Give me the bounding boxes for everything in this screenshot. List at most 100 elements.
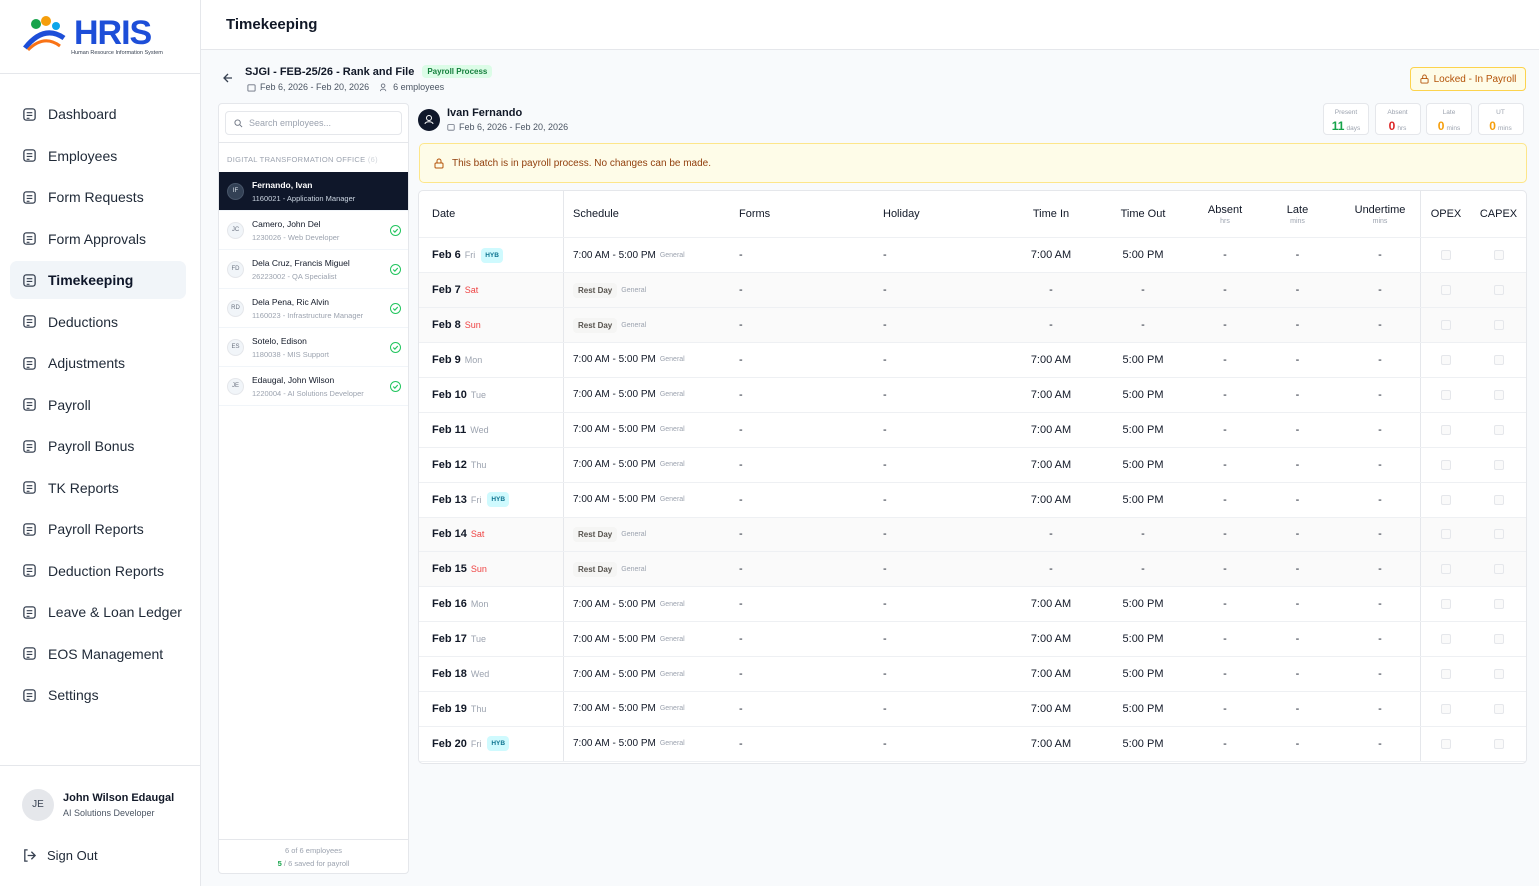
nav-label[interactable]: Form Requests bbox=[48, 189, 144, 205]
checkbox[interactable] bbox=[1441, 599, 1451, 609]
holiday-cell: - bbox=[883, 493, 887, 506]
table-row: Feb 20 Fri HYB 7:00 AM - 5:00 PM General - -7:… bbox=[419, 726, 1526, 762]
search-input[interactable]: Search employees... bbox=[225, 111, 402, 135]
checkbox[interactable] bbox=[1493, 389, 1504, 400]
checkbox[interactable] bbox=[1493, 703, 1504, 714]
nav-item[interactable]: Leave & Loan Ledger bbox=[10, 593, 186, 631]
nav-item[interactable]: TK Reports bbox=[10, 469, 186, 507]
checkbox[interactable] bbox=[1493, 459, 1504, 470]
checkbox[interactable] bbox=[1441, 634, 1451, 644]
nav-item[interactable]: Settings bbox=[10, 676, 186, 714]
weekday: Thu bbox=[470, 703, 487, 714]
checkbox[interactable] bbox=[1493, 320, 1504, 330]
late-cell: - bbox=[1295, 702, 1300, 715]
nav-item[interactable]: Adjustments bbox=[10, 344, 186, 382]
checkbox[interactable] bbox=[1441, 320, 1451, 330]
time-in-cell: 7:00 AM bbox=[1030, 702, 1072, 715]
check-icon bbox=[392, 228, 399, 233]
checkbox[interactable] bbox=[1441, 389, 1451, 400]
capex-cell bbox=[1471, 552, 1526, 586]
nav-item[interactable]: Deductions bbox=[10, 303, 186, 341]
employee-name: Sotelo, Edison bbox=[252, 336, 307, 346]
weekday: Fri bbox=[470, 494, 482, 505]
capex-cell bbox=[1471, 692, 1526, 726]
late-cell: - bbox=[1295, 423, 1300, 436]
nav-item[interactable]: Payroll Reports bbox=[10, 510, 186, 548]
nav-item[interactable]: Employees bbox=[10, 137, 186, 175]
checkbox[interactable] bbox=[1441, 250, 1451, 260]
checkbox[interactable] bbox=[1441, 669, 1451, 679]
schedule-type: General bbox=[621, 530, 647, 538]
checkbox[interactable] bbox=[1493, 564, 1504, 574]
checkbox[interactable] bbox=[1441, 354, 1451, 365]
checkbox[interactable] bbox=[1493, 285, 1504, 295]
nav-label[interactable]: Dashboard bbox=[48, 106, 117, 122]
time-in-cell: 7:00 AM bbox=[1030, 353, 1072, 366]
checkbox[interactable] bbox=[1493, 634, 1504, 644]
nav-item[interactable]: Dashboard bbox=[10, 95, 186, 133]
checkbox[interactable] bbox=[1441, 285, 1451, 295]
nav-label[interactable]: Form Approvals bbox=[48, 230, 147, 247]
checkbox[interactable] bbox=[1493, 250, 1504, 260]
absent-cell: - bbox=[1223, 493, 1227, 506]
nav-label[interactable]: Payroll Bonus bbox=[48, 438, 135, 454]
nav-label[interactable]: TK Reports bbox=[48, 479, 119, 496]
checkbox[interactable] bbox=[1441, 459, 1451, 470]
opex-cell bbox=[1420, 622, 1471, 656]
nav-icon bbox=[23, 688, 36, 702]
undertime-cell: - bbox=[1378, 633, 1382, 645]
nav-item[interactable]: Timekeeping bbox=[10, 261, 186, 299]
employee-item[interactable]: IF Fernando, Ivan 1160021 - Application Ma… bbox=[219, 172, 408, 211]
sign-out[interactable]: Sign Out bbox=[22, 848, 98, 863]
nav-item[interactable]: Form Approvals bbox=[10, 220, 186, 258]
checkbox[interactable] bbox=[1441, 564, 1451, 574]
tag: HYB bbox=[481, 247, 503, 263]
nav-label[interactable]: EOS Management bbox=[48, 645, 164, 662]
saved-icon bbox=[390, 225, 401, 236]
employee-item[interactable]: JC Camero, John Del 1230026 - Web Develope… bbox=[219, 211, 408, 250]
search-icon bbox=[234, 118, 243, 127]
nav-item[interactable]: Payroll Bonus bbox=[10, 427, 186, 465]
checkbox[interactable] bbox=[1493, 494, 1504, 505]
nav-item[interactable]: Payroll bbox=[10, 386, 186, 424]
checkbox[interactable] bbox=[1493, 529, 1504, 540]
employee-item[interactable]: RD Dela Pena, Ric Alvin 1160023 - Infrastr… bbox=[219, 289, 408, 328]
employee-item[interactable]: JE Edaugal, John Wilson 1220004 - AI Solut… bbox=[219, 367, 408, 406]
column-label: Schedule bbox=[573, 208, 619, 220]
checkbox[interactable] bbox=[1493, 354, 1504, 365]
nav-item[interactable]: Form Requests bbox=[10, 178, 186, 216]
nav-label[interactable]: Adjustments bbox=[48, 355, 126, 371]
nav-label[interactable]: Leave & Loan Ledger bbox=[48, 604, 182, 620]
checkbox[interactable] bbox=[1493, 599, 1504, 609]
back-button[interactable] bbox=[222, 72, 234, 84]
employee-item[interactable]: FD Dela Cruz, Francis Miguel 26223002 - QA… bbox=[219, 250, 408, 289]
undertime-cell: - bbox=[1378, 423, 1382, 436]
sign-out-label[interactable]: Sign Out bbox=[47, 848, 98, 863]
checkbox[interactable] bbox=[1441, 738, 1451, 749]
date: Feb 17 bbox=[432, 633, 467, 645]
checkbox[interactable] bbox=[1441, 494, 1451, 505]
schedule-type: General bbox=[659, 635, 685, 643]
checkbox[interactable] bbox=[1441, 529, 1451, 540]
nav-label[interactable]: Employees bbox=[48, 147, 118, 164]
nav-label[interactable]: Timekeeping bbox=[48, 272, 134, 288]
column-header: Absent hrs bbox=[1195, 191, 1255, 237]
checkbox[interactable] bbox=[1493, 424, 1504, 435]
checkbox[interactable] bbox=[1441, 424, 1451, 435]
nav-label[interactable]: Deduction Reports bbox=[48, 562, 164, 579]
absent-cell: - bbox=[1223, 353, 1227, 366]
checkbox[interactable] bbox=[1493, 738, 1504, 749]
employee-item[interactable]: ES Sotelo, Edison 1180038 - MIS Support bbox=[219, 328, 408, 367]
late-cell: - bbox=[1295, 528, 1300, 541]
nav-item[interactable]: Deduction Reports bbox=[10, 552, 186, 590]
checkbox[interactable] bbox=[1441, 703, 1451, 714]
nav-label[interactable]: Payroll bbox=[48, 396, 91, 413]
checkbox[interactable] bbox=[1493, 669, 1504, 679]
detail-name: Ivan Fernando bbox=[447, 107, 523, 119]
nav-label[interactable]: Deductions bbox=[48, 313, 119, 330]
nav-item[interactable]: EOS Management bbox=[10, 635, 186, 673]
employee-name: Dela Cruz, Francis Miguel bbox=[252, 258, 350, 268]
nav-label[interactable]: Settings bbox=[48, 687, 99, 703]
nav-label[interactable]: Payroll Reports bbox=[48, 521, 144, 537]
time-in-cell: 7:00 AM bbox=[1030, 249, 1072, 261]
